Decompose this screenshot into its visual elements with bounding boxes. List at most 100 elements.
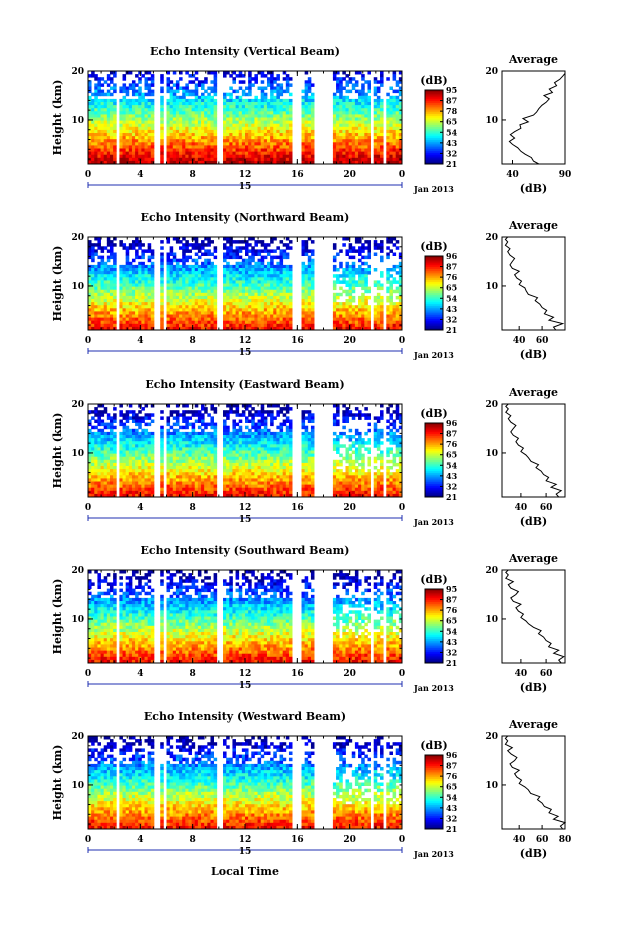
heatmap-cell bbox=[282, 117, 287, 121]
heatmap-cell bbox=[172, 114, 177, 118]
heatmap-cell bbox=[135, 466, 139, 470]
heatmap-cell bbox=[266, 261, 271, 266]
heatmap-cell bbox=[207, 105, 211, 109]
heatmap-cell bbox=[358, 271, 362, 275]
heatmap-cell bbox=[342, 126, 346, 131]
colorbar-swatch bbox=[425, 276, 443, 279]
heatmap-cell bbox=[288, 311, 293, 315]
heatmap-cell bbox=[113, 154, 117, 159]
heatmap-cell bbox=[100, 295, 105, 300]
heatmap-cell bbox=[263, 249, 268, 253]
heatmap-cell bbox=[201, 129, 205, 134]
heatmap-cell bbox=[307, 268, 312, 272]
heatmap-cell bbox=[336, 145, 340, 149]
heatmap-cell bbox=[207, 114, 211, 118]
heatmap-cell bbox=[131, 289, 136, 294]
heatmap-cell bbox=[141, 133, 145, 137]
heatmap-cell bbox=[339, 95, 343, 100]
heatmap-cell bbox=[235, 274, 240, 278]
heatmap-cell bbox=[141, 151, 145, 156]
heatmap-cell bbox=[392, 74, 397, 78]
heatmap-cell bbox=[207, 274, 211, 278]
heatmap-cell bbox=[169, 317, 174, 322]
heatmap-cell bbox=[131, 157, 136, 162]
heatmap-cell bbox=[113, 289, 117, 294]
heatmap-cell bbox=[279, 114, 284, 118]
heatmap-cell bbox=[122, 243, 127, 247]
heatmap-cells bbox=[88, 404, 403, 498]
heatmap-cell bbox=[241, 314, 246, 318]
heatmap-cell bbox=[223, 237, 227, 241]
heatmap-cell bbox=[188, 139, 193, 143]
heatmap-cell bbox=[125, 255, 130, 260]
heatmap-cell bbox=[91, 295, 95, 300]
heatmap-cell bbox=[257, 157, 262, 162]
heatmap-cell bbox=[141, 407, 145, 411]
heatmap-cell bbox=[131, 484, 136, 489]
heatmap-cell bbox=[194, 237, 199, 241]
heatmap-cell bbox=[364, 80, 368, 84]
heatmap-cell bbox=[276, 261, 280, 266]
heatmap-cell bbox=[345, 89, 350, 94]
heatmap-cell bbox=[310, 258, 315, 263]
heatmap-cell bbox=[166, 305, 171, 309]
heatmap-cell bbox=[201, 274, 205, 278]
heatmap-cell bbox=[94, 108, 98, 112]
heatmap-cell bbox=[260, 311, 265, 315]
heatmap-cell bbox=[285, 314, 290, 318]
heatmap-cell bbox=[125, 416, 130, 420]
heatmap-cell bbox=[266, 271, 271, 275]
heatmap-cell bbox=[191, 299, 196, 303]
heatmap-cell bbox=[232, 139, 236, 143]
heatmap-cell bbox=[342, 237, 346, 241]
heatmap-cell bbox=[235, 249, 240, 253]
heatmap-cell bbox=[232, 277, 236, 281]
heatmap-cell bbox=[260, 86, 265, 90]
heatmap-cell bbox=[380, 108, 384, 112]
heatmap-cell bbox=[128, 441, 133, 445]
heatmap-cell bbox=[367, 249, 371, 253]
heatmap-cell bbox=[358, 129, 362, 134]
heatmap-cell bbox=[332, 114, 337, 118]
heatmap-cell bbox=[150, 302, 155, 306]
heatmap-cell bbox=[248, 129, 252, 134]
heatmap-cell bbox=[386, 151, 390, 156]
heatmap-cell bbox=[94, 481, 98, 485]
heatmap-cell bbox=[135, 154, 139, 159]
heatmap-cell bbox=[213, 274, 218, 278]
heatmap-cell bbox=[103, 438, 108, 442]
heatmap-cell bbox=[276, 102, 280, 106]
heatmap-cell bbox=[207, 117, 211, 121]
heatmap-cell bbox=[185, 105, 189, 109]
heatmap-cell bbox=[257, 261, 262, 266]
heatmap-cell bbox=[109, 314, 114, 318]
heatmap-cell bbox=[279, 252, 284, 256]
heatmap-cell bbox=[229, 142, 233, 146]
heatmap-cell bbox=[386, 120, 390, 125]
heatmap-cell bbox=[113, 441, 117, 445]
heatmap-cell bbox=[201, 305, 205, 309]
heatmap-cell bbox=[94, 435, 98, 439]
heatmap-cell bbox=[141, 148, 145, 152]
heatmap-cell bbox=[172, 320, 177, 325]
heatmap-cell bbox=[172, 237, 177, 241]
heatmap-cell bbox=[125, 249, 130, 253]
heatmap-cell bbox=[248, 160, 252, 165]
heatmap-cell bbox=[358, 157, 362, 162]
heatmap-cell bbox=[386, 271, 390, 275]
heatmap-cell bbox=[141, 484, 145, 489]
heatmap-cell bbox=[380, 317, 384, 322]
heatmap-cell bbox=[279, 264, 284, 269]
heatmap-cell bbox=[257, 142, 262, 146]
heatmap-cell bbox=[373, 314, 378, 318]
heatmap-cell bbox=[194, 98, 199, 103]
heatmap-cell bbox=[97, 154, 101, 159]
heatmap-cell bbox=[213, 133, 218, 137]
heatmap-cell bbox=[248, 92, 252, 97]
heatmap-cell bbox=[373, 154, 378, 159]
heatmap-cell bbox=[339, 133, 343, 137]
heatmap-cell bbox=[135, 323, 139, 328]
heatmap-cell bbox=[150, 295, 155, 300]
heatmap-cell bbox=[179, 129, 183, 134]
heatmap-cell bbox=[376, 86, 381, 90]
